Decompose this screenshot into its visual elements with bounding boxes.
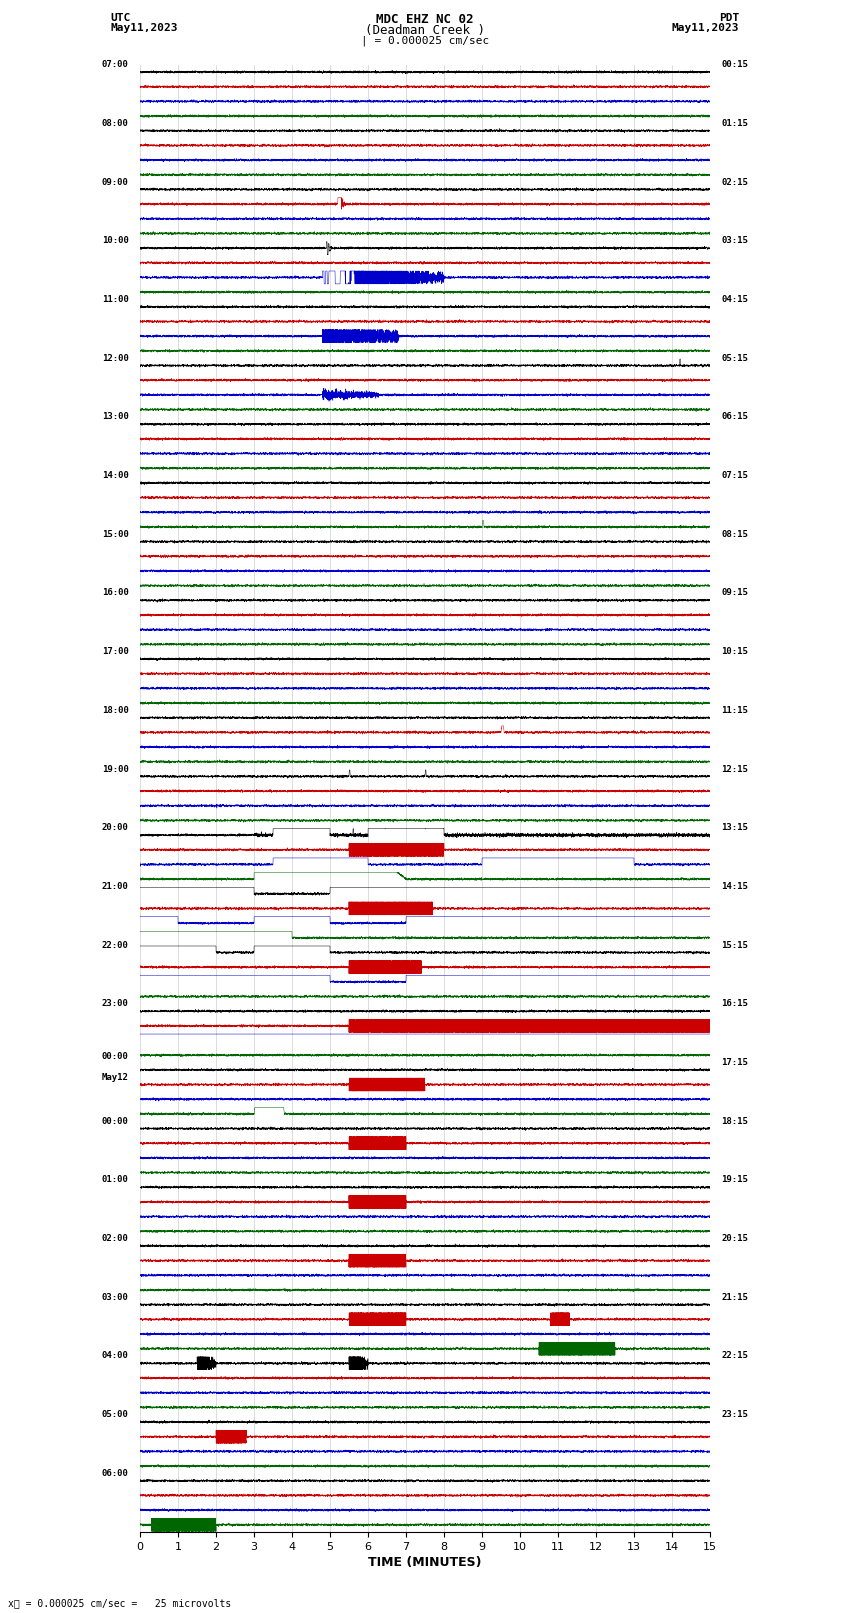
- X-axis label: TIME (MINUTES): TIME (MINUTES): [368, 1557, 482, 1569]
- Text: 19:15: 19:15: [722, 1176, 748, 1184]
- Text: May11,2023: May11,2023: [672, 23, 740, 32]
- Text: MDC EHZ NC 02: MDC EHZ NC 02: [377, 13, 473, 26]
- Text: 13:00: 13:00: [102, 413, 128, 421]
- Text: May12: May12: [102, 1073, 128, 1082]
- Text: 09:00: 09:00: [102, 177, 128, 187]
- Text: 16:15: 16:15: [722, 1000, 748, 1008]
- Text: 20:00: 20:00: [102, 823, 128, 832]
- Text: 23:00: 23:00: [102, 1000, 128, 1008]
- Text: 09:15: 09:15: [722, 589, 748, 597]
- Text: 10:15: 10:15: [722, 647, 748, 656]
- Text: 12:15: 12:15: [722, 765, 748, 774]
- Text: 07:15: 07:15: [722, 471, 748, 481]
- Text: x⎸ = 0.000025 cm/sec =   25 microvolts: x⎸ = 0.000025 cm/sec = 25 microvolts: [8, 1598, 232, 1608]
- Text: 08:00: 08:00: [102, 119, 128, 127]
- Text: 18:00: 18:00: [102, 706, 128, 715]
- Text: (Deadman Creek ): (Deadman Creek ): [365, 24, 485, 37]
- Text: 03:00: 03:00: [102, 1292, 128, 1302]
- Text: 19:00: 19:00: [102, 765, 128, 774]
- Text: PDT: PDT: [719, 13, 740, 23]
- Text: 00:15: 00:15: [722, 60, 748, 69]
- Text: 23:15: 23:15: [722, 1410, 748, 1419]
- Text: 01:00: 01:00: [102, 1176, 128, 1184]
- Text: 15:15: 15:15: [722, 940, 748, 950]
- Text: 13:15: 13:15: [722, 823, 748, 832]
- Text: 21:15: 21:15: [722, 1292, 748, 1302]
- Text: 22:15: 22:15: [722, 1352, 748, 1360]
- Text: 15:00: 15:00: [102, 529, 128, 539]
- Text: May11,2023: May11,2023: [110, 23, 178, 32]
- Text: 06:15: 06:15: [722, 413, 748, 421]
- Text: 08:15: 08:15: [722, 529, 748, 539]
- Text: 05:15: 05:15: [722, 353, 748, 363]
- Text: 04:15: 04:15: [722, 295, 748, 303]
- Text: 02:00: 02:00: [102, 1234, 128, 1244]
- Text: 07:00: 07:00: [102, 60, 128, 69]
- Text: 18:15: 18:15: [722, 1116, 748, 1126]
- Text: 00:00: 00:00: [102, 1116, 128, 1126]
- Text: 22:00: 22:00: [102, 940, 128, 950]
- Text: 06:00: 06:00: [102, 1469, 128, 1478]
- Text: 02:15: 02:15: [722, 177, 748, 187]
- Text: 05:00: 05:00: [102, 1410, 128, 1419]
- Text: 10:00: 10:00: [102, 235, 128, 245]
- Text: 11:15: 11:15: [722, 706, 748, 715]
- Text: 17:00: 17:00: [102, 647, 128, 656]
- Text: 21:00: 21:00: [102, 882, 128, 890]
- Text: UTC: UTC: [110, 13, 131, 23]
- Text: 00:00: 00:00: [102, 1052, 128, 1061]
- Text: 14:15: 14:15: [722, 882, 748, 890]
- Text: 03:15: 03:15: [722, 235, 748, 245]
- Text: 14:00: 14:00: [102, 471, 128, 481]
- Text: | = 0.000025 cm/sec: | = 0.000025 cm/sec: [361, 35, 489, 47]
- Text: 20:15: 20:15: [722, 1234, 748, 1244]
- Text: 11:00: 11:00: [102, 295, 128, 303]
- Text: 16:00: 16:00: [102, 589, 128, 597]
- Text: 12:00: 12:00: [102, 353, 128, 363]
- Text: 01:15: 01:15: [722, 119, 748, 127]
- Text: 17:15: 17:15: [722, 1058, 748, 1068]
- Text: 04:00: 04:00: [102, 1352, 128, 1360]
